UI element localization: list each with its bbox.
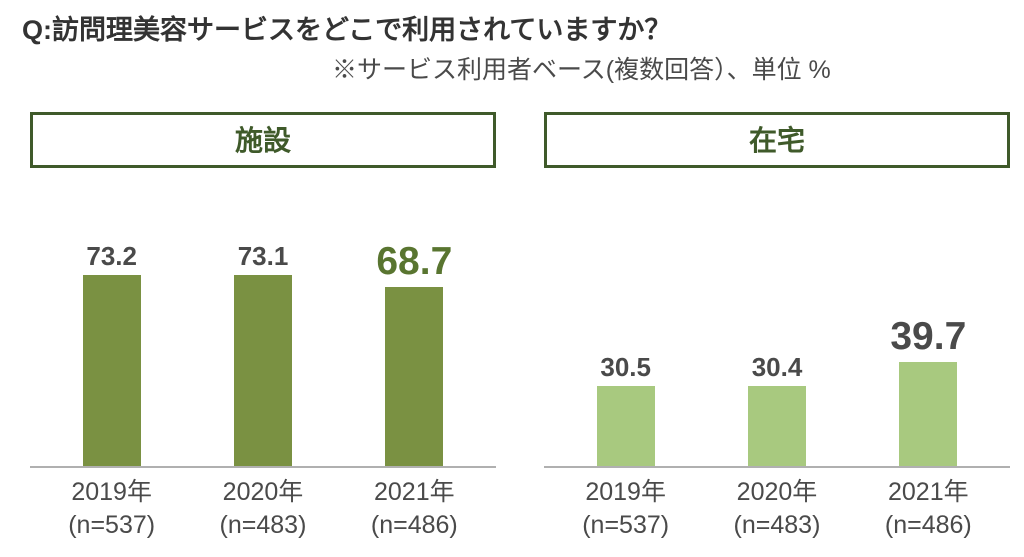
x-year: 2020年 — [737, 478, 818, 506]
bar-value-label-highlight: 68.7 — [376, 242, 452, 281]
panel-home: 在宅 30.5 30.4 39.7 2019年 (n=537) 2020年 — [544, 112, 1010, 543]
chart-area: 30.5 30.4 39.7 — [544, 198, 1010, 466]
bar — [899, 362, 957, 465]
chart-question: Q:訪問理美容サービスをどこで利用されていますか？ — [22, 8, 671, 47]
bar-group: 30.5 — [550, 198, 701, 466]
bar-group: 39.7 — [853, 198, 1004, 466]
panel-title: 施設 — [235, 125, 291, 156]
x-n: (n=486) — [371, 511, 458, 539]
x-axis-label: 2019年 (n=537) — [36, 476, 187, 544]
x-n: (n=483) — [734, 511, 821, 539]
bar-value-label-highlight: 39.7 — [890, 317, 966, 356]
bar — [234, 275, 292, 465]
x-axis-label: 2020年 (n=483) — [187, 476, 338, 544]
x-year: 2019年 — [585, 478, 666, 506]
chart-subnote: ※サービス利用者ベース(複数回答）、単位 % — [332, 50, 831, 86]
x-year: 2020年 — [223, 478, 304, 506]
bar — [83, 275, 141, 465]
chart-panels: 施設 73.2 73.1 68.7 2019年 (n=537) 2020年 — [30, 112, 1010, 543]
x-n: (n=537) — [68, 511, 155, 539]
panel-title-box: 施設 — [30, 112, 496, 168]
bar-value-label: 73.2 — [86, 243, 137, 269]
x-year: 2021年 — [888, 478, 969, 506]
x-year: 2019年 — [71, 478, 152, 506]
bar-value-label: 73.1 — [238, 243, 289, 269]
x-axis: 2019年 (n=537) 2020年 (n=483) 2021年 (n=486… — [544, 468, 1010, 544]
x-axis-label: 2021年 (n=486) — [339, 476, 490, 544]
x-n: (n=537) — [582, 511, 669, 539]
bar-value-label: 30.4 — [752, 354, 803, 380]
bar — [385, 287, 443, 466]
bar-group: 73.1 — [187, 198, 338, 466]
x-n: (n=486) — [885, 511, 972, 539]
panel-title: 在宅 — [749, 125, 805, 156]
bar — [748, 386, 806, 465]
x-year: 2021年 — [374, 478, 455, 506]
panel-title-box: 在宅 — [544, 112, 1010, 168]
bar — [597, 386, 655, 465]
bar-value-label: 30.5 — [600, 354, 651, 380]
bar-group: 68.7 — [339, 198, 490, 466]
bar-group: 30.4 — [701, 198, 852, 466]
x-axis: 2019年 (n=537) 2020年 (n=483) 2021年 (n=486… — [30, 468, 496, 544]
x-axis-label: 2019年 (n=537) — [550, 476, 701, 544]
x-axis-label: 2020年 (n=483) — [701, 476, 852, 544]
x-n: (n=483) — [220, 511, 307, 539]
bar-group: 73.2 — [36, 198, 187, 466]
chart-area: 73.2 73.1 68.7 — [30, 198, 496, 466]
panel-facility: 施設 73.2 73.1 68.7 2019年 (n=537) 2020年 — [30, 112, 496, 543]
x-axis-label: 2021年 (n=486) — [853, 476, 1004, 544]
